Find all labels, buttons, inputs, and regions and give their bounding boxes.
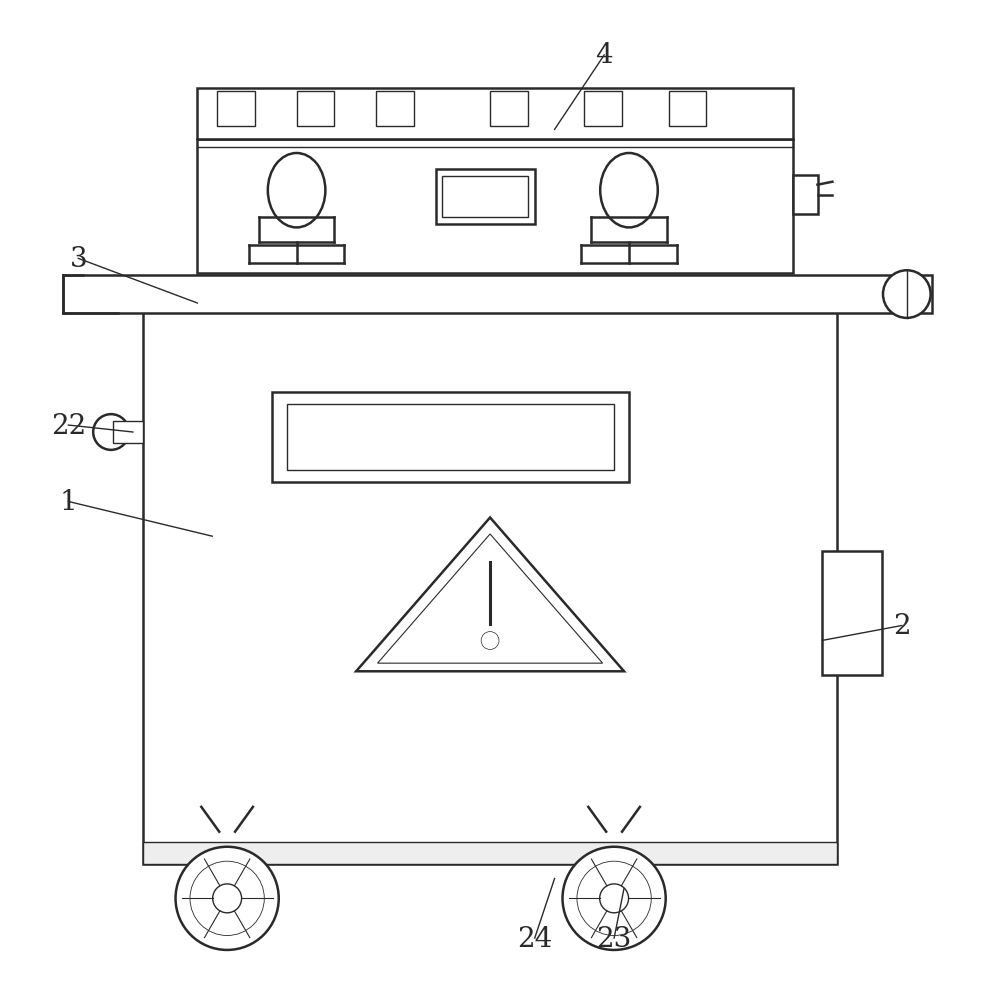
Circle shape — [213, 884, 242, 912]
Bar — [490, 91, 528, 127]
Bar — [197, 88, 793, 140]
Bar — [669, 91, 706, 127]
Bar — [113, 421, 143, 443]
Text: 24: 24 — [517, 924, 552, 951]
Circle shape — [600, 884, 629, 912]
Text: 2: 2 — [893, 612, 911, 639]
Bar — [584, 91, 622, 127]
Bar — [143, 299, 837, 864]
Circle shape — [883, 271, 931, 319]
Text: 23: 23 — [596, 924, 632, 951]
Bar — [297, 91, 334, 127]
Bar — [436, 170, 535, 225]
Ellipse shape — [268, 154, 325, 229]
Text: 4: 4 — [595, 43, 613, 70]
Bar — [822, 552, 882, 675]
Circle shape — [93, 414, 129, 450]
Bar — [442, 177, 528, 218]
Bar — [793, 176, 818, 216]
Circle shape — [563, 847, 666, 950]
Bar — [287, 405, 614, 470]
Bar — [197, 140, 793, 274]
Bar — [272, 393, 629, 482]
Bar — [217, 91, 255, 127]
Ellipse shape — [600, 154, 658, 229]
Bar — [143, 842, 837, 864]
Text: 1: 1 — [60, 488, 77, 516]
Text: 22: 22 — [51, 413, 86, 439]
Circle shape — [176, 847, 279, 950]
Bar — [63, 276, 932, 314]
Text: 3: 3 — [69, 246, 87, 272]
Bar — [376, 91, 414, 127]
